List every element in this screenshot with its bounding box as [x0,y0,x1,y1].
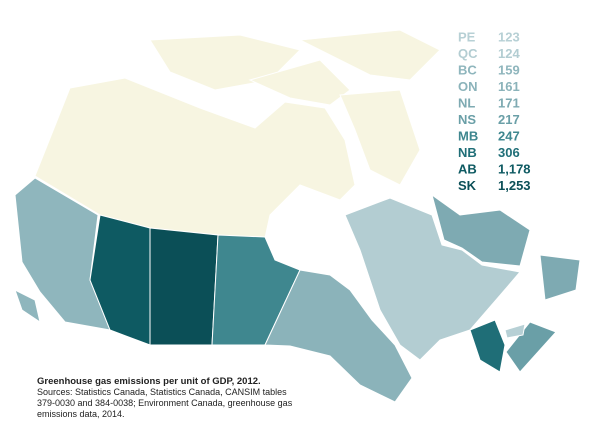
legend-code: QC [458,46,478,61]
province [14,177,111,331]
legend-value: 123 [498,29,520,44]
source: Sources: Statistics Canada, Statistics C… [37,387,293,419]
province [344,197,521,361]
legend-value: 217 [498,112,520,127]
province [89,214,151,346]
territories [34,29,441,239]
legend-value: 1,253 [498,178,531,193]
province [149,227,219,346]
legend-value: 159 [498,62,520,77]
title: Greenhouse gas emissions per unit of GDP… [37,376,261,387]
province [264,269,413,403]
legend-value: 124 [498,46,520,61]
legend-value: 1,178 [498,161,531,176]
caption: Greenhouse gas emissions per unit of GDP… [37,376,307,420]
legend-code: SK [458,178,477,193]
legend-code: NS [458,112,476,127]
province [431,193,581,301]
territory [339,89,421,186]
province [469,319,506,373]
legend-code: NB [458,145,477,160]
territory [298,29,441,81]
legend-code: BC [458,62,477,77]
legend-code: ON [458,79,478,94]
legend-code: PE [458,29,476,44]
legend-value: 306 [498,145,520,160]
legend-code: NL [458,95,475,110]
territory [248,59,351,106]
legend-value: 247 [498,128,520,143]
legend: PE 123 QC 124 BC 159 ON 161 NL 171 NS 217 MB 247 NB 306… [458,29,531,193]
provinces [14,177,581,403]
legend-code: AB [458,161,477,176]
legend-value: 161 [498,79,520,94]
province [504,323,526,339]
legend-value: 171 [498,95,520,110]
legend-code: MB [458,128,478,143]
